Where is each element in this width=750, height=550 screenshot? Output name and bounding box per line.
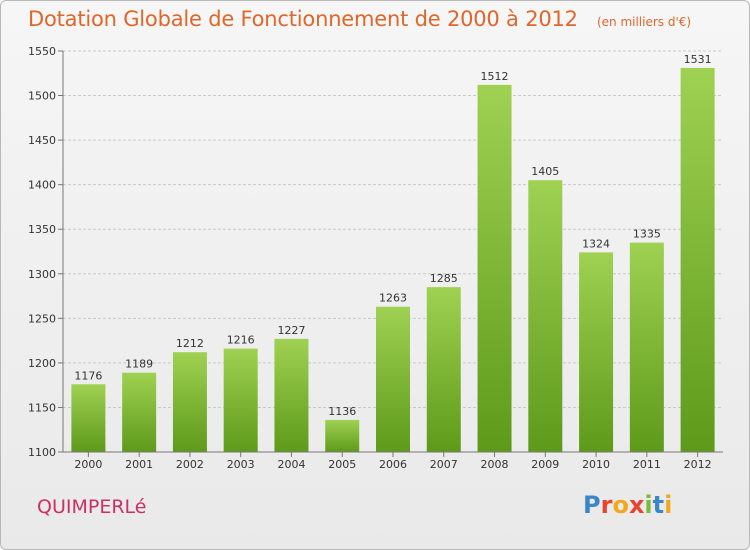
logo-letter: P: [583, 491, 601, 519]
data-label-2002: 1212: [176, 337, 204, 350]
y-tick-label: 1350: [28, 223, 56, 236]
x-tick-label-2003: 2003: [227, 458, 255, 471]
y-tick-label: 1400: [28, 179, 56, 192]
logo-letter: i: [664, 491, 673, 519]
y-axis-ticks: 1100 1150 1200 1250 1300 1350 1400 1450 1500 1550: [28, 45, 63, 459]
data-label-2007: 1285: [430, 272, 458, 285]
y-tick-label: 1550: [28, 45, 56, 58]
data-label-2008: 1512: [481, 70, 509, 83]
data-label-2000: 1176: [74, 369, 102, 382]
x-tick-label-2011: 2011: [633, 458, 661, 471]
logo-letter: t: [652, 491, 665, 519]
chart-title: Dotation Globale de Fonctionnement de 20…: [28, 7, 578, 31]
y-tick-label: 1450: [28, 134, 56, 147]
data-label-2003: 1216: [227, 334, 255, 347]
data-label-2004: 1227: [277, 324, 305, 337]
data-label-2012: 1531: [684, 53, 712, 66]
y-tick-label: 1500: [28, 90, 56, 103]
logo-letter: r: [600, 491, 613, 519]
x-tick-label-2000: 2000: [74, 458, 102, 471]
bar-2005: [325, 419, 360, 452]
data-label-2010: 1324: [582, 237, 610, 250]
logo-letter: o: [612, 491, 629, 519]
x-tick-label-2010: 2010: [582, 458, 610, 471]
bar-2010: [579, 252, 614, 452]
x-tick-label-2012: 2012: [684, 458, 712, 471]
x-tick-label-2009: 2009: [531, 458, 559, 471]
x-tick-label-2004: 2004: [277, 458, 305, 471]
bar-2012: [680, 67, 715, 452]
bar-2004: [274, 338, 309, 452]
data-labels: 1176 1189 1212 1216 1227 1136 1263 1285 1512 1405…: [74, 53, 711, 418]
x-tick-label-2005: 2005: [328, 458, 356, 471]
data-label-2005: 1136: [328, 405, 356, 418]
title-row: Dotation Globale de Fonctionnement de 20…: [28, 7, 691, 31]
y-tick-label: 1250: [28, 312, 56, 325]
bar-2006: [376, 306, 410, 452]
bar-2003: [223, 348, 258, 452]
bar-2001: [122, 372, 157, 452]
logo-letter: i: [644, 491, 653, 519]
x-tick-label-2001: 2001: [125, 458, 153, 471]
data-label-2011: 1335: [633, 228, 661, 241]
x-tick-label-2006: 2006: [379, 458, 407, 471]
bar-2007: [426, 287, 461, 452]
y-tick-label: 1200: [28, 357, 56, 370]
bar-2009: [528, 180, 563, 452]
y-tick-label: 1300: [28, 268, 56, 281]
bars: [71, 67, 715, 453]
x-tick-label-2002: 2002: [176, 458, 204, 471]
data-label-2001: 1189: [125, 358, 153, 371]
x-axis-ticks: 2000 2001 2002 2003 2004 2005 2006 2007 2008 2009…: [74, 452, 712, 471]
data-label-2009: 1405: [531, 165, 559, 178]
commune-name: QUIMPERLé: [37, 496, 147, 518]
bar-2000: [71, 384, 106, 452]
bar-2002: [172, 352, 207, 452]
y-tick-label: 1150: [28, 401, 56, 414]
chart-subtitle: (en milliers d'€): [596, 15, 692, 29]
y-tick-label: 1100: [28, 446, 56, 459]
bar-2011: [629, 242, 664, 452]
proxiti-logo: Proxiti: [583, 491, 672, 519]
x-tick-label-2007: 2007: [430, 458, 458, 471]
bar-2008: [477, 84, 512, 453]
x-tick-label-2008: 2008: [481, 458, 509, 471]
logo-letter: x: [628, 491, 645, 519]
data-label-2006: 1263: [379, 292, 407, 305]
